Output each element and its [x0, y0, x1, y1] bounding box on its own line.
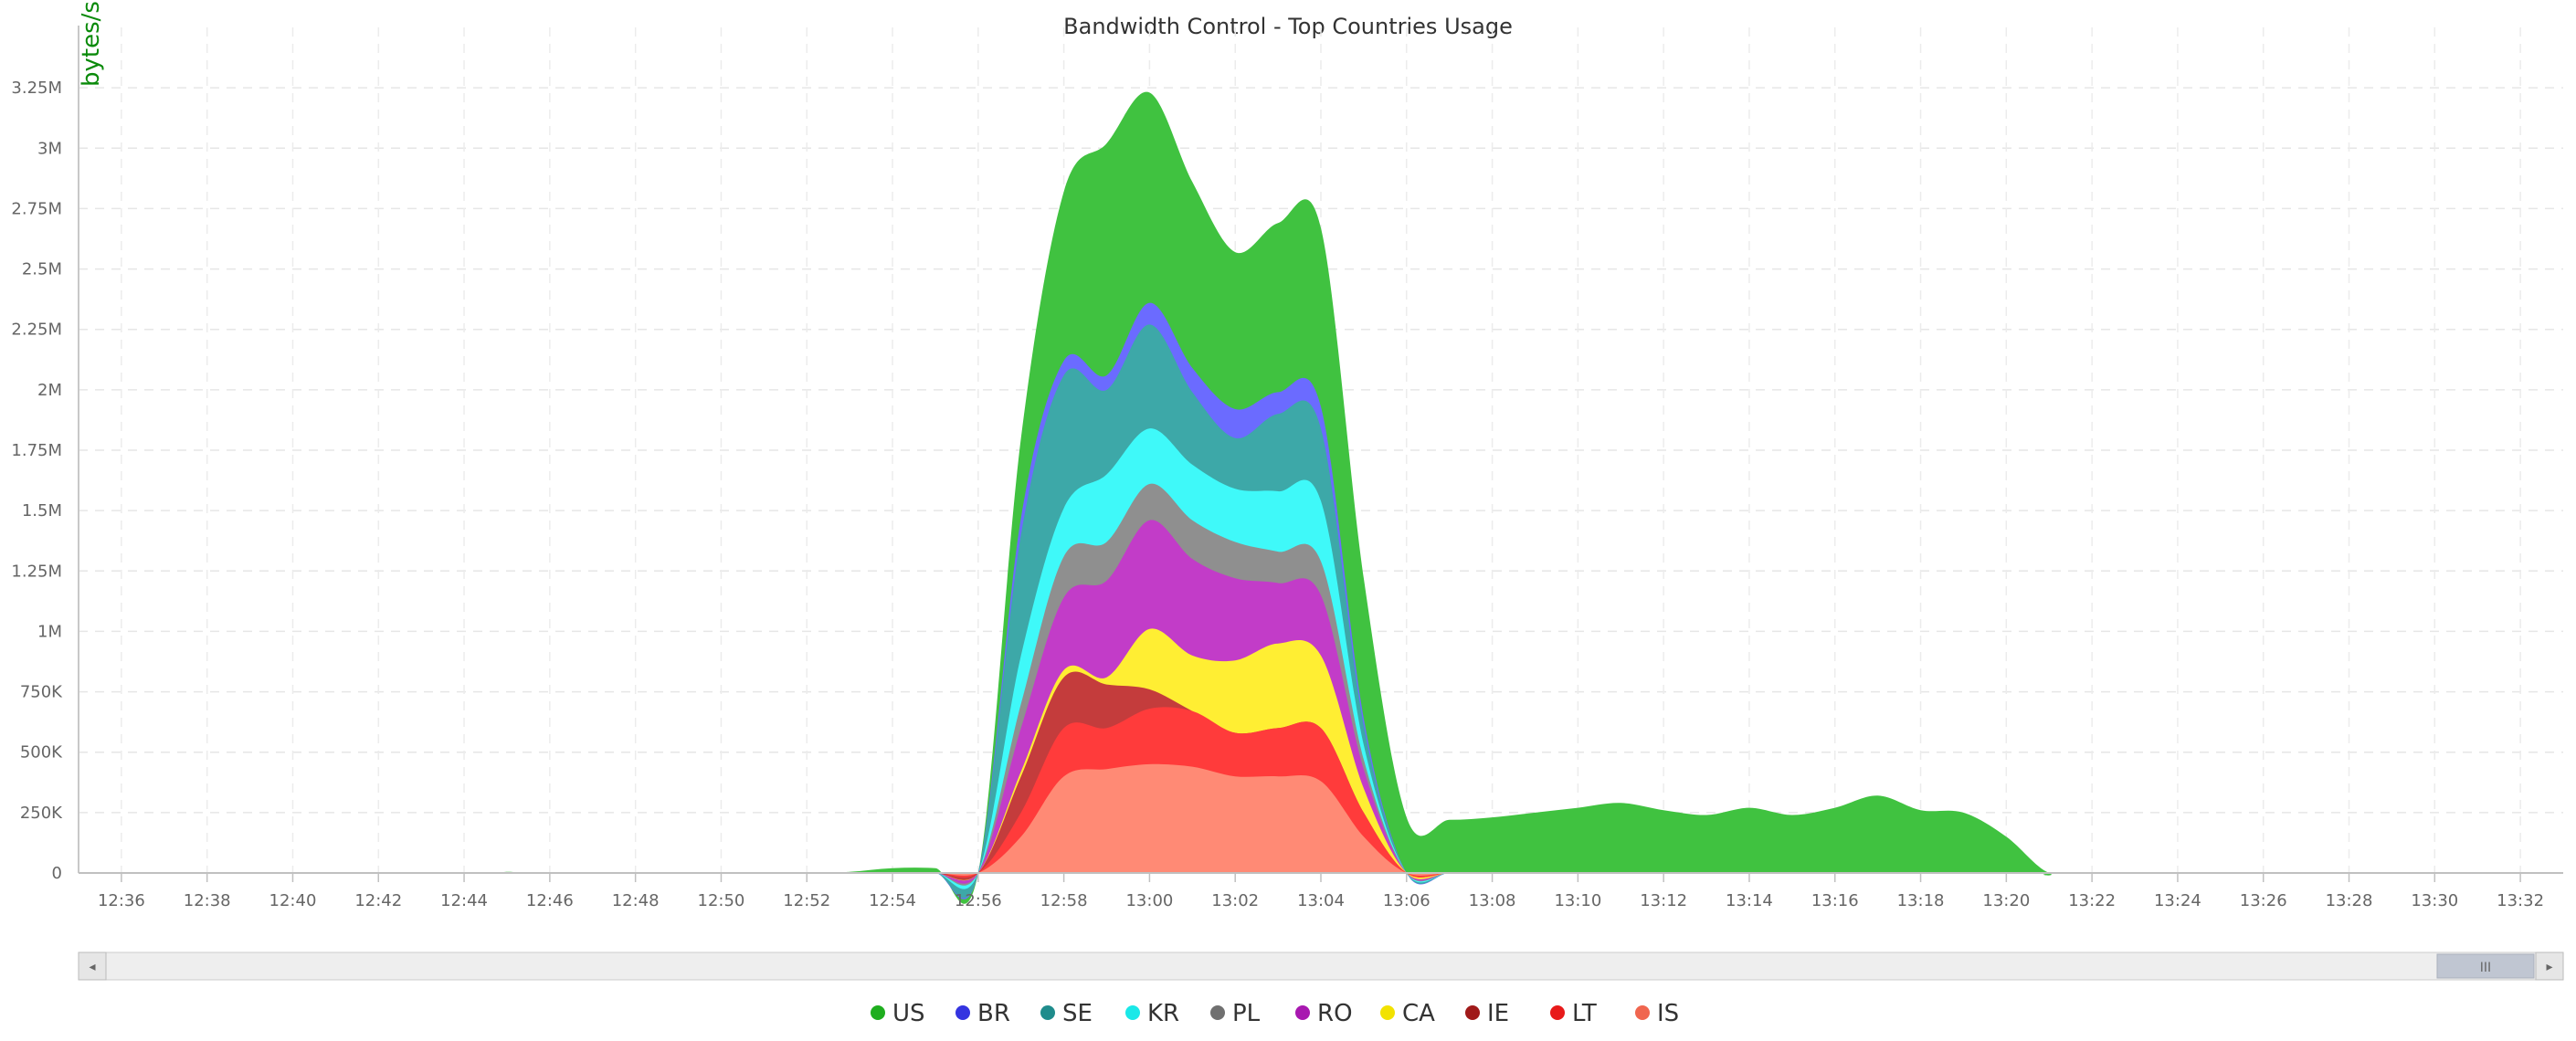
x-tick-label: 12:48 [612, 891, 660, 910]
x-tick-label: 13:18 [1897, 891, 1945, 910]
legend-marker-icon [1635, 1005, 1650, 1020]
x-tick-label: 13:08 [1469, 891, 1516, 910]
x-tick-label: 12:42 [354, 891, 402, 910]
x-tick-label: 12:40 [269, 891, 317, 910]
y-tick-label: 1.5M [22, 501, 62, 520]
legend-marker-icon [1210, 1005, 1225, 1020]
chart-legend: US BR SE KR PL RO CA IE LT IS [871, 1000, 1679, 1027]
legend-item-us[interactable]: US [871, 1000, 925, 1027]
scrollbar-track[interactable] [78, 952, 2564, 981]
y-tick-label: 1.25M [11, 562, 62, 581]
y-tick-label: 2.25M [11, 321, 62, 340]
y-tick-label: 3.25M [11, 79, 62, 98]
chart-areas [79, 91, 2563, 904]
legend-item-ca[interactable]: CA [1380, 1000, 1435, 1027]
x-tick-label: 12:38 [184, 891, 231, 910]
x-tick-label: 13:02 [1211, 891, 1259, 910]
legend-marker-icon [1465, 1005, 1480, 1020]
x-tick-label: 13:20 [1982, 891, 2030, 910]
y-tick-label: 500K [20, 743, 63, 762]
x-tick-label: 12:56 [955, 891, 1002, 910]
legend-item-lt[interactable]: LT [1550, 1000, 1597, 1027]
legend-item-is[interactable]: IS [1635, 1000, 1679, 1027]
legend-label: PL [1232, 1000, 1261, 1027]
x-tick-label: 13:06 [1383, 891, 1431, 910]
x-tick-label: 13:14 [1726, 891, 1773, 910]
y-axis-ticks: 0 250K 500K 750K 1M 1.25M 1.5M 1.75M 2M 2.25M 2.5M… [11, 79, 63, 883]
y-tick-label: 2.75M [11, 199, 62, 218]
legend-label: RO [1317, 1000, 1353, 1027]
navigator-scrollbar[interactable]: ◂ ▸ III [78, 952, 2564, 981]
legend-label: LT [1572, 1000, 1597, 1027]
y-tick-label: 250K [20, 804, 63, 823]
legend-marker-icon [1550, 1005, 1565, 1020]
legend-marker-icon [1040, 1005, 1055, 1020]
legend-item-kr[interactable]: KR [1125, 1000, 1179, 1027]
y-tick-label: 2.5M [22, 260, 62, 279]
legend-item-ro[interactable]: RO [1295, 1000, 1353, 1027]
chart-title: Bandwidth Control - Top Countries Usage [1063, 14, 1513, 39]
y-tick-label: 750K [20, 683, 63, 702]
x-tick-label: 13:10 [1554, 891, 1601, 910]
y-axis-label: bytes/s [78, 1, 105, 87]
x-tick-label: 13:00 [1125, 891, 1173, 910]
x-tick-label: 13:24 [2154, 891, 2201, 910]
legend-label: IS [1657, 1000, 1679, 1027]
legend-marker-icon [955, 1005, 970, 1020]
chevron-left-icon: ◂ [89, 960, 95, 974]
x-tick-label: 13:26 [2240, 891, 2287, 910]
scroll-left-button[interactable] [78, 952, 107, 981]
chevron-right-icon: ▸ [2546, 960, 2552, 974]
y-tick-label: 1M [37, 622, 62, 641]
scrollbar-grip-icon: III [2480, 961, 2491, 975]
x-tick-label: 12:50 [698, 891, 745, 910]
legend-label: KR [1147, 1000, 1179, 1027]
scroll-right-button[interactable] [2535, 952, 2564, 981]
legend-item-se[interactable]: SE [1040, 1000, 1093, 1027]
x-tick-label: 13:04 [1297, 891, 1345, 910]
legend-label: US [892, 1000, 925, 1027]
y-tick-label: 3M [37, 139, 62, 158]
y-tick-label: 0 [52, 864, 62, 883]
x-tick-label: 12:36 [98, 891, 145, 910]
scrollbar-thumb[interactable] [2436, 953, 2535, 979]
legend-marker-icon [871, 1005, 885, 1020]
legend-label: BR [977, 1000, 1010, 1027]
legend-label: SE [1062, 1000, 1093, 1027]
x-tick-label: 12:44 [440, 891, 488, 910]
x-axis-ticks: 12:36 12:38 12:40 12:42 12:44 12:46 12:48 12:50… [98, 873, 2544, 910]
legend-item-pl[interactable]: PL [1210, 1000, 1261, 1027]
legend-label: CA [1402, 1000, 1435, 1027]
x-tick-label: 13:30 [2411, 891, 2458, 910]
legend-marker-icon [1380, 1005, 1395, 1020]
legend-item-br[interactable]: BR [955, 1000, 1010, 1027]
x-tick-label: 12:54 [869, 891, 916, 910]
legend-marker-icon [1125, 1005, 1140, 1020]
x-tick-label: 12:46 [526, 891, 574, 910]
x-tick-label: 13:32 [2497, 891, 2544, 910]
x-tick-label: 13:22 [2068, 891, 2116, 910]
x-tick-label: 12:52 [783, 891, 830, 910]
legend-item-ie[interactable]: IE [1465, 1000, 1509, 1027]
x-tick-label: 13:12 [1640, 891, 1687, 910]
y-tick-label: 2M [37, 381, 62, 400]
y-tick-label: 1.75M [11, 441, 62, 460]
x-tick-label: 13:16 [1811, 891, 1859, 910]
x-tick-label: 13:28 [2326, 891, 2373, 910]
x-tick-label: 12:58 [1040, 891, 1088, 910]
legend-label: IE [1487, 1000, 1509, 1027]
legend-marker-icon [1295, 1005, 1310, 1020]
area-series-is [79, 763, 2563, 876]
